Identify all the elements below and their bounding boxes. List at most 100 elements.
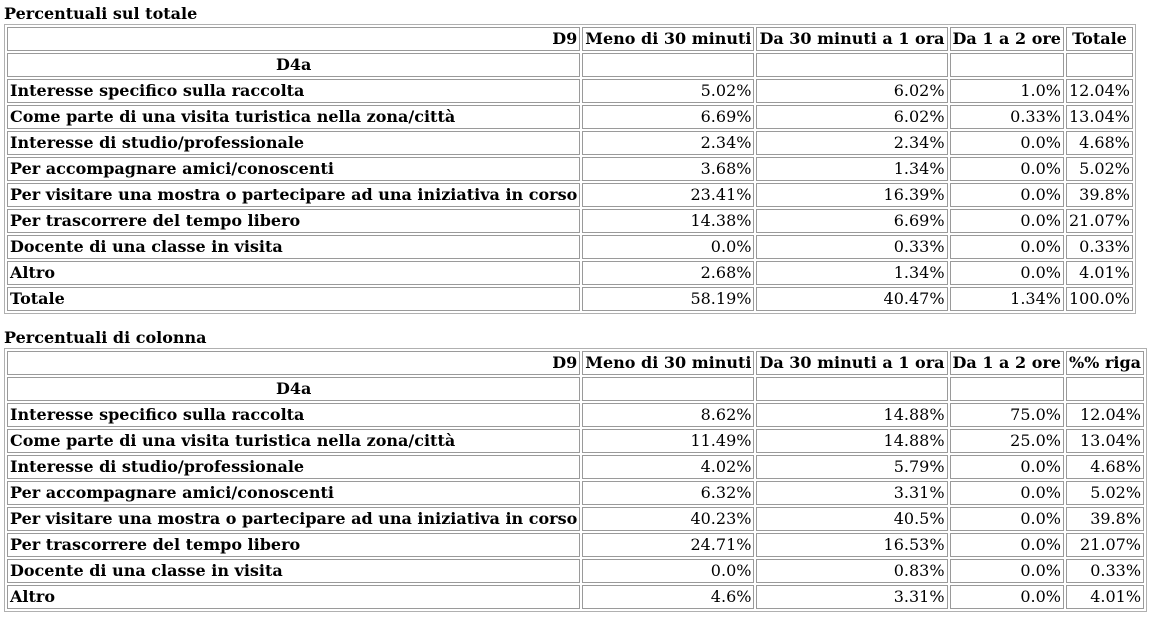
row-label: Per visitare una mostra o partecipare ad… bbox=[7, 507, 581, 531]
cell-value: 6.02% bbox=[756, 79, 948, 103]
column-header: Meno di 30 minuti bbox=[582, 27, 755, 51]
cell-value: 40.47% bbox=[756, 287, 948, 311]
table-row: Come parte di una visita turistica nella… bbox=[7, 105, 1133, 129]
cell-value: 0.33% bbox=[1065, 559, 1145, 583]
cell-value: 0.0% bbox=[582, 559, 755, 583]
cell-value: 40.5% bbox=[756, 507, 948, 531]
header-row: D9 Meno di 30 minuti Da 30 minuti a 1 or… bbox=[7, 27, 1133, 51]
cell-value: 23.41% bbox=[582, 183, 755, 207]
row-variable-label: D4a bbox=[7, 53, 581, 77]
cell-value: 2.34% bbox=[756, 131, 948, 155]
row-variable-label: D4a bbox=[7, 377, 581, 401]
cell-value: 6.32% bbox=[582, 481, 755, 505]
cell-value: 0.0% bbox=[949, 585, 1064, 609]
cell-value: 12.04% bbox=[1065, 79, 1133, 103]
column-header: Da 1 a 2 ore bbox=[949, 27, 1064, 51]
cell-value: 4.02% bbox=[582, 455, 755, 479]
cell-value: 0.0% bbox=[949, 183, 1064, 207]
corner-label: D9 bbox=[7, 351, 581, 375]
cell-value: 4.01% bbox=[1065, 585, 1145, 609]
cell-value: 4.01% bbox=[1065, 261, 1133, 285]
cell-value: 16.39% bbox=[756, 183, 948, 207]
table-row: Interesse specifico sulla raccolta 8.62%… bbox=[7, 403, 1145, 427]
corner-label: D9 bbox=[7, 27, 581, 51]
row-label: Interesse specifico sulla raccolta bbox=[7, 403, 581, 427]
table-row: Altro 4.6% 3.31% 0.0% 4.01% bbox=[7, 585, 1145, 609]
cell-value: 2.34% bbox=[582, 131, 755, 155]
crosstab-percent-column: D9 Meno di 30 minuti Da 30 minuti a 1 or… bbox=[4, 348, 1148, 612]
cell-value: 14.38% bbox=[582, 209, 755, 233]
cell-value: 4.68% bbox=[1065, 455, 1145, 479]
column-header: Da 1 a 2 ore bbox=[949, 351, 1064, 375]
cell-value: 3.31% bbox=[756, 585, 948, 609]
row-label: Per accompagnare amici/conoscenti bbox=[7, 481, 581, 505]
row-label: Per accompagnare amici/conoscenti bbox=[7, 157, 581, 181]
cell-value: 24.71% bbox=[582, 533, 755, 557]
cell-value: 0.83% bbox=[756, 559, 948, 583]
empty-cell bbox=[1065, 53, 1133, 77]
cell-value: 21.07% bbox=[1065, 533, 1145, 557]
column-header: Da 30 minuti a 1 ora bbox=[756, 27, 948, 51]
cell-value: 0.0% bbox=[949, 235, 1064, 259]
cell-value: 0.0% bbox=[949, 131, 1064, 155]
column-header: Totale bbox=[1065, 27, 1133, 51]
row-label: Per visitare una mostra o partecipare ad… bbox=[7, 183, 581, 207]
cell-value: 75.0% bbox=[949, 403, 1064, 427]
empty-cell bbox=[756, 377, 948, 401]
cell-value: 0.0% bbox=[949, 559, 1064, 583]
column-header: Meno di 30 minuti bbox=[582, 351, 755, 375]
row-label: Docente di una classe in visita bbox=[7, 559, 581, 583]
cell-value: 100.0% bbox=[1065, 287, 1133, 311]
column-header: %% riga bbox=[1065, 351, 1145, 375]
empty-cell bbox=[582, 377, 755, 401]
table-row: Interesse di studio/professionale 4.02% … bbox=[7, 455, 1145, 479]
table-row: Docente di una classe in visita 0.0% 0.8… bbox=[7, 559, 1145, 583]
row-variable-row: D4a bbox=[7, 53, 1133, 77]
table-row: Per visitare una mostra o partecipare ad… bbox=[7, 507, 1145, 531]
cell-value: 1.34% bbox=[756, 261, 948, 285]
row-label: Totale bbox=[7, 287, 581, 311]
table-row: Come parte di una visita turistica nella… bbox=[7, 429, 1145, 453]
row-label: Interesse di studio/professionale bbox=[7, 131, 581, 155]
cell-value: 5.02% bbox=[1065, 157, 1133, 181]
cell-value: 1.34% bbox=[949, 287, 1064, 311]
cell-value: 2.68% bbox=[582, 261, 755, 285]
table-row: Per accompagnare amici/conoscenti 6.32% … bbox=[7, 481, 1145, 505]
cell-value: 25.0% bbox=[949, 429, 1064, 453]
cell-value: 0.0% bbox=[949, 455, 1064, 479]
crosstab-percent-total: D9 Meno di 30 minuti Da 30 minuti a 1 or… bbox=[4, 24, 1136, 314]
table-row: Altro 2.68% 1.34% 0.0% 4.01% bbox=[7, 261, 1133, 285]
cell-value: 14.88% bbox=[756, 403, 948, 427]
cell-value: 4.68% bbox=[1065, 131, 1133, 155]
row-label: Docente di una classe in visita bbox=[7, 235, 581, 259]
cell-value: 5.02% bbox=[1065, 481, 1145, 505]
empty-cell bbox=[582, 53, 755, 77]
cell-value: 14.88% bbox=[756, 429, 948, 453]
row-label: Interesse di studio/professionale bbox=[7, 455, 581, 479]
row-label: Altro bbox=[7, 585, 581, 609]
cell-value: 13.04% bbox=[1065, 429, 1145, 453]
page: Percentuali sul totale D9 Meno di 30 min… bbox=[4, 4, 1148, 612]
cell-value: 3.31% bbox=[756, 481, 948, 505]
cell-value: 8.62% bbox=[582, 403, 755, 427]
row-variable-row: D4a bbox=[7, 377, 1145, 401]
header-row: D9 Meno di 30 minuti Da 30 minuti a 1 or… bbox=[7, 351, 1145, 375]
cell-value: 39.8% bbox=[1065, 507, 1145, 531]
total-row: Totale 58.19% 40.47% 1.34% 100.0% bbox=[7, 287, 1133, 311]
cell-value: 0.0% bbox=[949, 481, 1064, 505]
cell-value: 1.34% bbox=[756, 157, 948, 181]
table-row: Docente di una classe in visita 0.0% 0.3… bbox=[7, 235, 1133, 259]
cell-value: 6.69% bbox=[582, 105, 755, 129]
table-row: Interesse specifico sulla raccolta 5.02%… bbox=[7, 79, 1133, 103]
cell-value: 1.0% bbox=[949, 79, 1064, 103]
table-row: Per trascorrere del tempo libero 24.71% … bbox=[7, 533, 1145, 557]
cell-value: 6.02% bbox=[756, 105, 948, 129]
cell-value: 4.6% bbox=[582, 585, 755, 609]
cell-value: 0.33% bbox=[1065, 235, 1133, 259]
cell-value: 11.49% bbox=[582, 429, 755, 453]
table-row: Interesse di studio/professionale 2.34% … bbox=[7, 131, 1133, 155]
cell-value: 16.53% bbox=[756, 533, 948, 557]
cell-value: 13.04% bbox=[1065, 105, 1133, 129]
cell-value: 21.07% bbox=[1065, 209, 1133, 233]
empty-cell bbox=[1065, 377, 1145, 401]
